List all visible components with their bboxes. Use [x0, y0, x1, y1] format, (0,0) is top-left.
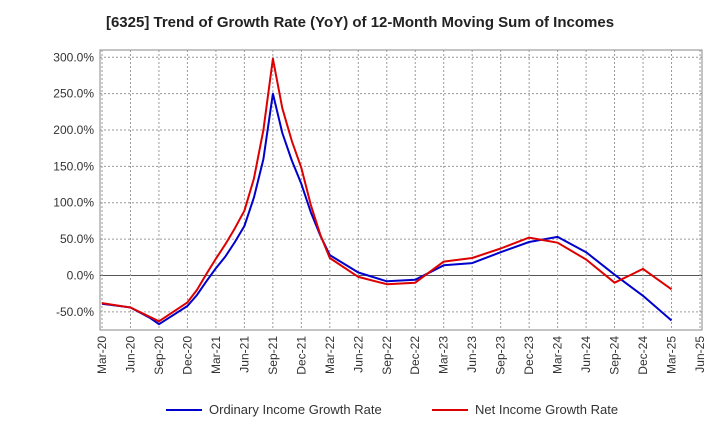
series-line-ordinary-income: [101, 92, 673, 326]
axis-layer: 300.0% 250.0% 200.0% 150.0% 100.0% 50.0% 0.0% -…: [53, 50, 707, 374]
x-tick-label: Mar-22: [323, 336, 337, 374]
series-layer: [101, 57, 673, 326]
x-tick-label: Sep-20: [152, 336, 166, 375]
x-tick-label: Mar-24: [551, 336, 565, 374]
y-tick-label: -50.0%: [56, 305, 94, 319]
y-tick-label: 150.0%: [53, 159, 94, 173]
y-tick-label: 0.0%: [67, 268, 95, 282]
x-tick-label: Dec-23: [522, 336, 536, 375]
x-tick-label: Jun-22: [351, 336, 365, 373]
y-tick-label: 50.0%: [60, 232, 94, 246]
x-tick-label: Sep-21: [266, 336, 280, 375]
y-tick-label: 300.0%: [53, 50, 94, 64]
y-tick-label: 250.0%: [53, 87, 94, 101]
x-tick-label: Dec-24: [636, 336, 650, 375]
x-tick-label: Dec-21: [294, 336, 308, 375]
x-tick-label: Sep-22: [380, 336, 394, 375]
x-tick-label: Jun-21: [237, 336, 251, 373]
x-tick-label: Sep-24: [608, 336, 622, 375]
x-tick-label: Jun-25: [693, 336, 707, 373]
plot-area: [99, 49, 703, 331]
y-tick-label: 100.0%: [53, 196, 94, 210]
x-tick-label: Dec-20: [180, 336, 194, 375]
legend-label-ordinary-income: Ordinary Income Growth Rate: [209, 402, 382, 417]
x-tick-label: Mar-25: [665, 336, 679, 374]
x-tick-label: Dec-22: [408, 336, 422, 375]
x-tick-label: Mar-20: [95, 336, 109, 374]
x-tick-label: Jun-24: [579, 336, 593, 373]
legend: Ordinary Income Growth Rate Net Income Gr…: [166, 402, 618, 417]
x-tick-label: Jun-23: [465, 336, 479, 373]
chart-title: [6325] Trend of Growth Rate (YoY) of 12-…: [105, 14, 615, 31]
series-line-net-income: [101, 57, 673, 323]
x-tick-label: Mar-23: [437, 336, 451, 374]
x-tick-label: Jun-20: [123, 336, 137, 373]
legend-label-net-income: Net Income Growth Rate: [475, 402, 618, 417]
x-tick-label: Mar-21: [209, 336, 223, 374]
y-tick-label: 200.0%: [53, 123, 94, 137]
x-tick-label: Sep-23: [494, 336, 508, 375]
grid-layer: [100, 50, 702, 330]
